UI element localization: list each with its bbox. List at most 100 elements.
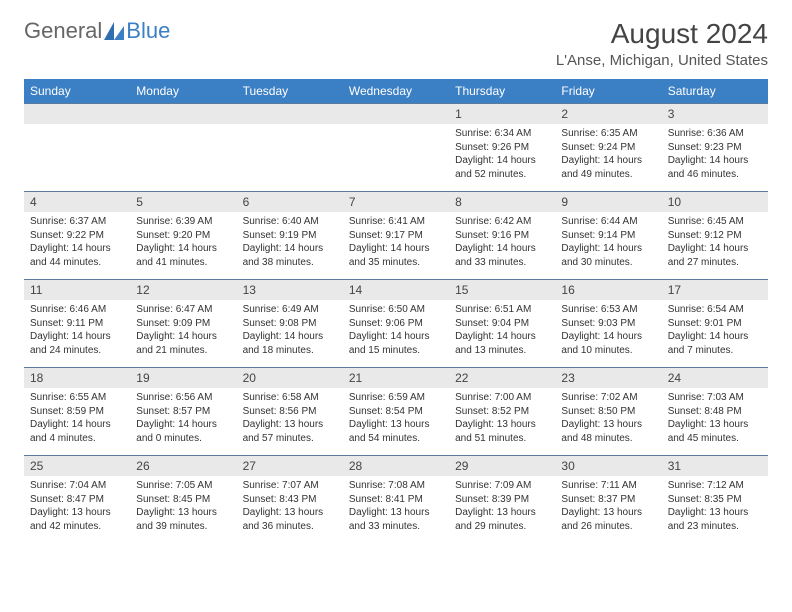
day-details: Sunrise: 7:09 AMSunset: 8:39 PMDaylight:… [449, 476, 555, 537]
day-number: 25 [24, 456, 130, 476]
calendar-cell: 29Sunrise: 7:09 AMSunset: 8:39 PMDayligh… [449, 456, 555, 544]
calendar-cell: 13Sunrise: 6:49 AMSunset: 9:08 PMDayligh… [237, 280, 343, 368]
day-number: 24 [662, 368, 768, 388]
day-number: 20 [237, 368, 343, 388]
day-details: Sunrise: 6:37 AMSunset: 9:22 PMDaylight:… [24, 212, 130, 273]
calendar-cell [343, 104, 449, 192]
day-details: Sunrise: 7:11 AMSunset: 8:37 PMDaylight:… [555, 476, 661, 537]
day-number: 6 [237, 192, 343, 212]
day-details: Sunrise: 7:00 AMSunset: 8:52 PMDaylight:… [449, 388, 555, 449]
day-details: Sunrise: 6:51 AMSunset: 9:04 PMDaylight:… [449, 300, 555, 361]
weekday-header: Sunday [24, 79, 130, 104]
day-details: Sunrise: 7:03 AMSunset: 8:48 PMDaylight:… [662, 388, 768, 449]
weekday-header: Thursday [449, 79, 555, 104]
calendar-cell: 27Sunrise: 7:07 AMSunset: 8:43 PMDayligh… [237, 456, 343, 544]
day-number: 2 [555, 104, 661, 124]
calendar-cell: 24Sunrise: 7:03 AMSunset: 8:48 PMDayligh… [662, 368, 768, 456]
weekday-header: Friday [555, 79, 661, 104]
calendar-cell: 20Sunrise: 6:58 AMSunset: 8:56 PMDayligh… [237, 368, 343, 456]
day-details: Sunrise: 7:04 AMSunset: 8:47 PMDaylight:… [24, 476, 130, 537]
calendar-body: 1Sunrise: 6:34 AMSunset: 9:26 PMDaylight… [24, 104, 768, 544]
day-details: Sunrise: 7:08 AMSunset: 8:41 PMDaylight:… [343, 476, 449, 537]
day-details: Sunrise: 6:46 AMSunset: 9:11 PMDaylight:… [24, 300, 130, 361]
calendar-cell: 8Sunrise: 6:42 AMSunset: 9:16 PMDaylight… [449, 192, 555, 280]
weekday-header: Monday [130, 79, 236, 104]
day-number: 15 [449, 280, 555, 300]
calendar-cell: 9Sunrise: 6:44 AMSunset: 9:14 PMDaylight… [555, 192, 661, 280]
day-number: 30 [555, 456, 661, 476]
calendar-cell: 6Sunrise: 6:40 AMSunset: 9:19 PMDaylight… [237, 192, 343, 280]
day-details: Sunrise: 7:12 AMSunset: 8:35 PMDaylight:… [662, 476, 768, 537]
logo-text-1: General [24, 18, 102, 44]
day-details: Sunrise: 6:35 AMSunset: 9:24 PMDaylight:… [555, 124, 661, 185]
day-details: Sunrise: 6:36 AMSunset: 9:23 PMDaylight:… [662, 124, 768, 185]
day-details: Sunrise: 6:49 AMSunset: 9:08 PMDaylight:… [237, 300, 343, 361]
title-block: August 2024 L'Anse, Michigan, United Sta… [556, 18, 768, 69]
page-title: August 2024 [556, 18, 768, 50]
day-number: 13 [237, 280, 343, 300]
day-number: 26 [130, 456, 236, 476]
day-number-empty [130, 104, 236, 124]
calendar-cell: 22Sunrise: 7:00 AMSunset: 8:52 PMDayligh… [449, 368, 555, 456]
location-text: L'Anse, Michigan, United States [556, 52, 768, 69]
day-number: 23 [555, 368, 661, 388]
calendar-cell: 12Sunrise: 6:47 AMSunset: 9:09 PMDayligh… [130, 280, 236, 368]
day-number: 31 [662, 456, 768, 476]
day-details: Sunrise: 6:56 AMSunset: 8:57 PMDaylight:… [130, 388, 236, 449]
calendar-cell [130, 104, 236, 192]
weekday-header: Saturday [662, 79, 768, 104]
weekday-header: Tuesday [237, 79, 343, 104]
calendar-cell: 5Sunrise: 6:39 AMSunset: 9:20 PMDaylight… [130, 192, 236, 280]
calendar-table: Sunday Monday Tuesday Wednesday Thursday… [24, 79, 768, 544]
calendar-cell: 30Sunrise: 7:11 AMSunset: 8:37 PMDayligh… [555, 456, 661, 544]
day-details: Sunrise: 6:45 AMSunset: 9:12 PMDaylight:… [662, 212, 768, 273]
day-details: Sunrise: 6:44 AMSunset: 9:14 PMDaylight:… [555, 212, 661, 273]
calendar-cell: 10Sunrise: 6:45 AMSunset: 9:12 PMDayligh… [662, 192, 768, 280]
calendar-row: 18Sunrise: 6:55 AMSunset: 8:59 PMDayligh… [24, 368, 768, 456]
day-details: Sunrise: 6:39 AMSunset: 9:20 PMDaylight:… [130, 212, 236, 273]
day-details: Sunrise: 7:02 AMSunset: 8:50 PMDaylight:… [555, 388, 661, 449]
calendar-cell: 3Sunrise: 6:36 AMSunset: 9:23 PMDaylight… [662, 104, 768, 192]
day-details: Sunrise: 6:55 AMSunset: 8:59 PMDaylight:… [24, 388, 130, 449]
day-number: 5 [130, 192, 236, 212]
calendar-cell: 14Sunrise: 6:50 AMSunset: 9:06 PMDayligh… [343, 280, 449, 368]
day-number: 3 [662, 104, 768, 124]
calendar-cell: 1Sunrise: 6:34 AMSunset: 9:26 PMDaylight… [449, 104, 555, 192]
day-details: Sunrise: 7:07 AMSunset: 8:43 PMDaylight:… [237, 476, 343, 537]
logo-mark-icon [104, 22, 124, 40]
calendar-row: 11Sunrise: 6:46 AMSunset: 9:11 PMDayligh… [24, 280, 768, 368]
day-details: Sunrise: 6:53 AMSunset: 9:03 PMDaylight:… [555, 300, 661, 361]
calendar-cell: 28Sunrise: 7:08 AMSunset: 8:41 PMDayligh… [343, 456, 449, 544]
day-details: Sunrise: 6:58 AMSunset: 8:56 PMDaylight:… [237, 388, 343, 449]
calendar-row: 25Sunrise: 7:04 AMSunset: 8:47 PMDayligh… [24, 456, 768, 544]
calendar-row: 1Sunrise: 6:34 AMSunset: 9:26 PMDaylight… [24, 104, 768, 192]
day-number: 19 [130, 368, 236, 388]
day-details: Sunrise: 6:54 AMSunset: 9:01 PMDaylight:… [662, 300, 768, 361]
header: General Blue August 2024 L'Anse, Michiga… [24, 18, 768, 69]
day-number: 11 [24, 280, 130, 300]
day-details: Sunrise: 6:34 AMSunset: 9:26 PMDaylight:… [449, 124, 555, 185]
weekday-header: Wednesday [343, 79, 449, 104]
calendar-row: 4Sunrise: 6:37 AMSunset: 9:22 PMDaylight… [24, 192, 768, 280]
calendar-cell: 11Sunrise: 6:46 AMSunset: 9:11 PMDayligh… [24, 280, 130, 368]
day-number: 8 [449, 192, 555, 212]
day-number: 7 [343, 192, 449, 212]
day-number: 29 [449, 456, 555, 476]
day-details: Sunrise: 6:59 AMSunset: 8:54 PMDaylight:… [343, 388, 449, 449]
calendar-cell: 31Sunrise: 7:12 AMSunset: 8:35 PMDayligh… [662, 456, 768, 544]
day-number: 10 [662, 192, 768, 212]
day-details: Sunrise: 6:42 AMSunset: 9:16 PMDaylight:… [449, 212, 555, 273]
calendar-cell: 15Sunrise: 6:51 AMSunset: 9:04 PMDayligh… [449, 280, 555, 368]
day-number: 16 [555, 280, 661, 300]
day-details: Sunrise: 7:05 AMSunset: 8:45 PMDaylight:… [130, 476, 236, 537]
day-number: 4 [24, 192, 130, 212]
calendar-cell: 16Sunrise: 6:53 AMSunset: 9:03 PMDayligh… [555, 280, 661, 368]
calendar-cell [24, 104, 130, 192]
day-details: Sunrise: 6:40 AMSunset: 9:19 PMDaylight:… [237, 212, 343, 273]
calendar-cell: 19Sunrise: 6:56 AMSunset: 8:57 PMDayligh… [130, 368, 236, 456]
day-number-empty [237, 104, 343, 124]
day-details: Sunrise: 6:50 AMSunset: 9:06 PMDaylight:… [343, 300, 449, 361]
day-number: 22 [449, 368, 555, 388]
calendar-cell: 17Sunrise: 6:54 AMSunset: 9:01 PMDayligh… [662, 280, 768, 368]
day-details: Sunrise: 6:47 AMSunset: 9:09 PMDaylight:… [130, 300, 236, 361]
